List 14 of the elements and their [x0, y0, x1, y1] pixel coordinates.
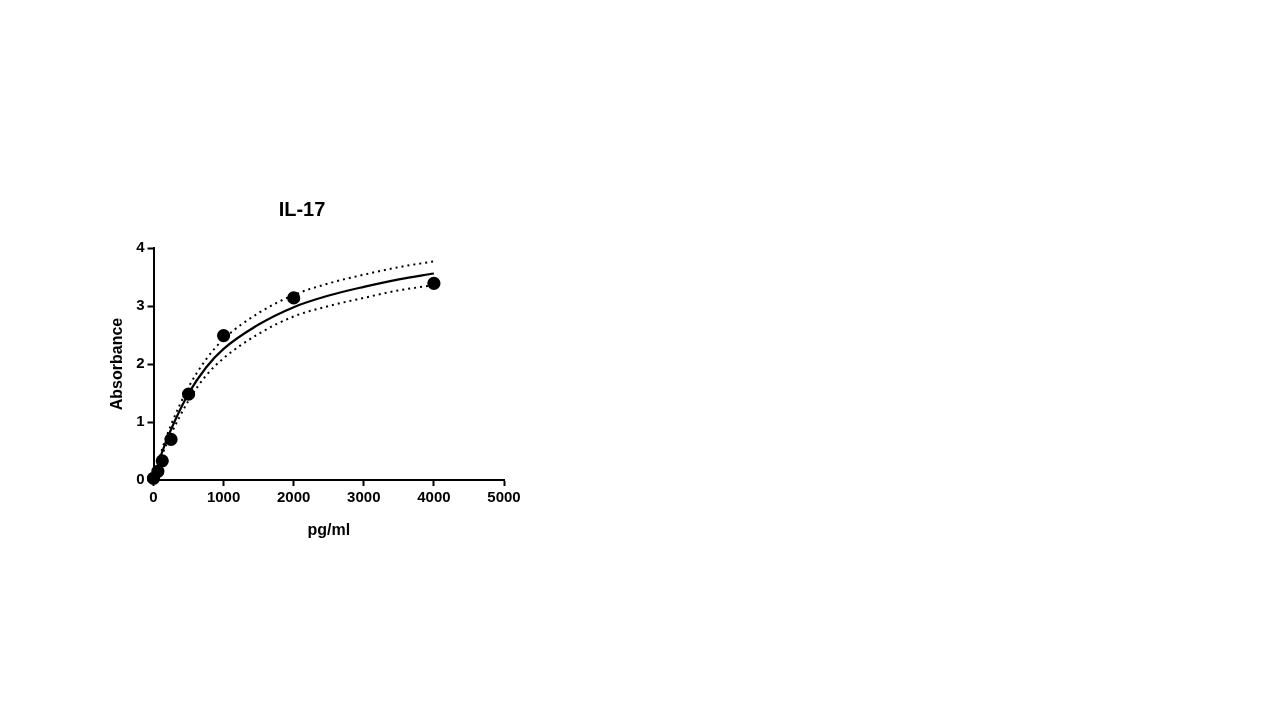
chart-title: IL-17	[278, 197, 326, 220]
y-tick-label: 2	[136, 354, 145, 372]
x-tick-label: 0	[149, 488, 158, 506]
y-axis-title: Absorbance	[108, 317, 126, 411]
y-tick-label: 4	[136, 238, 146, 256]
x-tick-label: 5000	[487, 488, 521, 506]
y-tick-label: 3	[136, 296, 145, 314]
y-tick-label: 0	[136, 470, 145, 488]
x-tick-label: 1000	[206, 488, 241, 506]
x-tick-label: 2000	[277, 488, 311, 506]
x-tick-label: 3000	[347, 488, 381, 506]
x-tick-label: 4000	[417, 488, 451, 506]
y-tick-label: 1	[136, 412, 145, 430]
x-axis-title: pg/ml	[307, 520, 351, 538]
